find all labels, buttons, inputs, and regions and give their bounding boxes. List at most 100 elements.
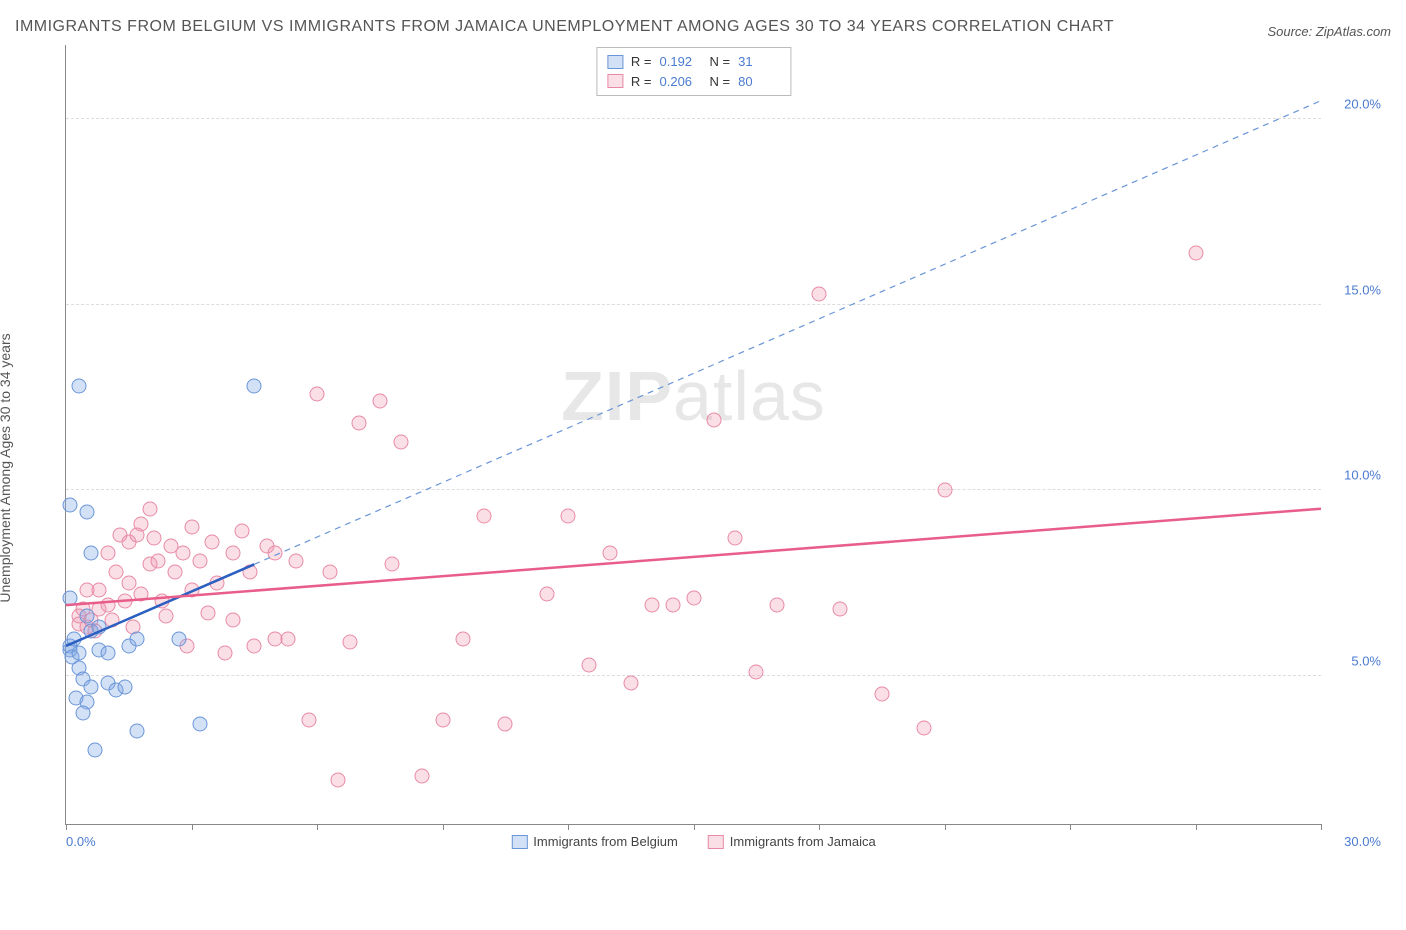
scatter-point [159, 609, 174, 624]
scatter-point [351, 416, 366, 431]
gridline [66, 304, 1321, 305]
scatter-point [79, 609, 94, 624]
legend-R-value-0: 0.192 [660, 52, 702, 72]
scatter-point [749, 664, 764, 679]
chart-title: IMMIGRANTS FROM BELGIUM VS IMMIGRANTS FR… [15, 15, 1114, 39]
scatter-point [602, 546, 617, 561]
legend-N-value-0: 31 [738, 52, 780, 72]
trend-lines [66, 45, 1321, 824]
legend-R-value-1: 0.206 [660, 72, 702, 92]
scatter-point [79, 505, 94, 520]
scatter-point [167, 564, 182, 579]
scatter-point [322, 564, 337, 579]
scatter-point [343, 635, 358, 650]
scatter-point [84, 546, 99, 561]
legend-item-jamaica: Immigrants from Jamaica [708, 834, 876, 849]
y-tick-label: 10.0% [1344, 468, 1381, 483]
scatter-point [155, 594, 170, 609]
scatter-point [192, 716, 207, 731]
scatter-point [209, 575, 224, 590]
x-tick [66, 824, 67, 830]
plot-area: R = 0.192 N = 31 R = 0.206 N = 80 ZIPatl… [65, 45, 1321, 825]
legend-stats-row-0: R = 0.192 N = 31 [607, 52, 780, 72]
scatter-point [184, 520, 199, 535]
legend-series: Immigrants from Belgium Immigrants from … [511, 834, 875, 849]
scatter-point [812, 286, 827, 301]
scatter-point [916, 720, 931, 735]
scatter-point [205, 535, 220, 550]
scatter-point [1188, 245, 1203, 260]
scatter-point [874, 687, 889, 702]
scatter-point [63, 590, 78, 605]
watermark-bold: ZIP [561, 357, 673, 435]
scatter-point [226, 612, 241, 627]
scatter-point [121, 575, 136, 590]
legend-label-belgium: Immigrants from Belgium [533, 834, 677, 849]
x-axis-max-label: 30.0% [1344, 834, 1381, 849]
scatter-point [130, 631, 145, 646]
scatter-point [310, 386, 325, 401]
legend-N-label: N = [710, 52, 731, 72]
scatter-point [385, 557, 400, 572]
scatter-point [63, 497, 78, 512]
scatter-point [247, 379, 262, 394]
scatter-point [146, 531, 161, 546]
scatter-point [301, 713, 316, 728]
scatter-point [151, 553, 166, 568]
scatter-point [393, 434, 408, 449]
title-row: IMMIGRANTS FROM BELGIUM VS IMMIGRANTS FR… [15, 15, 1391, 39]
scatter-point [247, 638, 262, 653]
x-tick [819, 824, 820, 830]
scatter-point [92, 620, 107, 635]
scatter-point [100, 546, 115, 561]
x-tick [568, 824, 569, 830]
y-axis-label: Unemployment Among Ages 30 to 34 years [0, 333, 13, 602]
scatter-point [268, 546, 283, 561]
x-tick [317, 824, 318, 830]
scatter-point [192, 553, 207, 568]
scatter-point [71, 646, 86, 661]
legend-stats-row-1: R = 0.206 N = 80 [607, 72, 780, 92]
legend-R-label: R = [631, 72, 652, 92]
scatter-point [92, 583, 107, 598]
scatter-point [142, 501, 157, 516]
scatter-point [117, 594, 132, 609]
legend-R-label: R = [631, 52, 652, 72]
legend-stats: R = 0.192 N = 31 R = 0.206 N = 80 [596, 47, 791, 96]
plot-wrapper: Unemployment Among Ages 30 to 34 years R… [15, 45, 1391, 875]
scatter-point [644, 598, 659, 613]
scatter-point [100, 598, 115, 613]
source-attribution: Source: ZipAtlas.com [1267, 24, 1391, 39]
legend-label-jamaica: Immigrants from Jamaica [730, 834, 876, 849]
scatter-point [435, 713, 450, 728]
x-axis-min-label: 0.0% [66, 834, 96, 849]
y-tick-label: 15.0% [1344, 282, 1381, 297]
legend-N-value-1: 80 [738, 72, 780, 92]
gridline [66, 118, 1321, 119]
scatter-point [686, 590, 701, 605]
legend-swatch-jamaica [607, 74, 623, 88]
scatter-point [289, 553, 304, 568]
scatter-point [100, 646, 115, 661]
x-tick [945, 824, 946, 830]
scatter-point [280, 631, 295, 646]
scatter-point [623, 676, 638, 691]
scatter-point [540, 587, 555, 602]
scatter-point [217, 646, 232, 661]
scatter-point [561, 509, 576, 524]
y-tick-label: 20.0% [1344, 97, 1381, 112]
x-tick [694, 824, 695, 830]
scatter-point [581, 657, 596, 672]
scatter-point [234, 523, 249, 538]
scatter-point [176, 546, 191, 561]
scatter-point [67, 631, 82, 646]
scatter-point [372, 394, 387, 409]
scatter-point [171, 631, 186, 646]
legend-swatch-jamaica-icon [708, 835, 724, 849]
scatter-point [832, 601, 847, 616]
scatter-point [84, 679, 99, 694]
x-tick [443, 824, 444, 830]
scatter-point [134, 587, 149, 602]
scatter-point [456, 631, 471, 646]
scatter-point [414, 768, 429, 783]
